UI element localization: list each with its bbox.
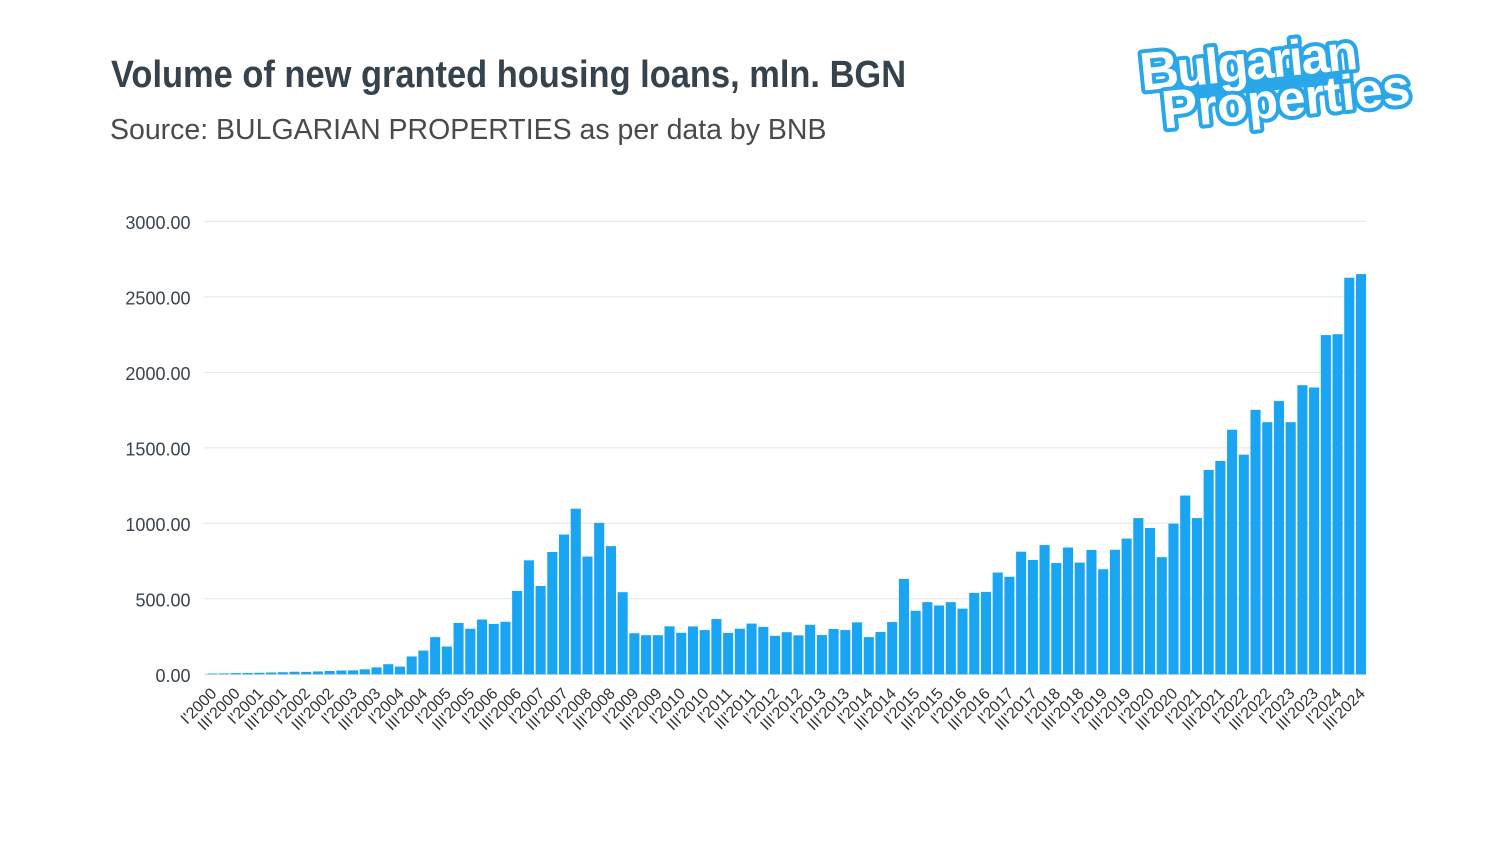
- svg-text:500.00: 500.00: [135, 590, 190, 610]
- svg-text:1000.00: 1000.00: [125, 515, 190, 535]
- svg-text:1500.00: 1500.00: [125, 439, 190, 459]
- svg-text:2000.00: 2000.00: [125, 364, 190, 384]
- svg-text:2500.00: 2500.00: [125, 288, 190, 308]
- svg-text:3000.00: 3000.00: [125, 213, 190, 233]
- svg-text:0.00: 0.00: [155, 666, 190, 686]
